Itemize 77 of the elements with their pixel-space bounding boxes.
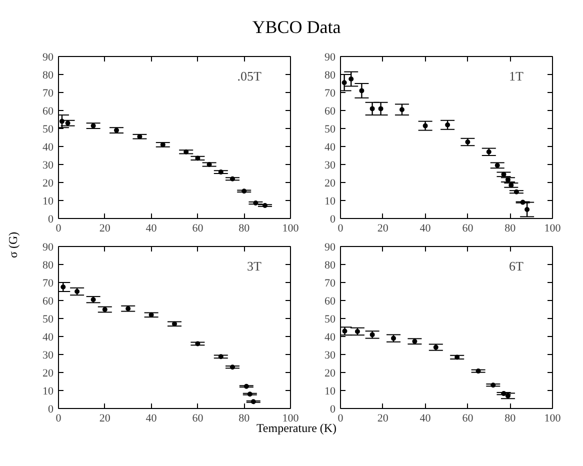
- annotation: 1T: [509, 68, 524, 84]
- y-tick-label: 20: [42, 178, 54, 190]
- y-tick-label: 60: [324, 106, 336, 118]
- y-tick-label: 80: [324, 260, 336, 272]
- y-tick-label: 80: [42, 70, 54, 82]
- y-tick-label: 10: [42, 386, 54, 398]
- x-tick-label: 20: [377, 412, 389, 424]
- y-tick-label: 60: [42, 296, 54, 308]
- point: [342, 80, 347, 86]
- y-tick-label: 40: [324, 332, 336, 344]
- y-axis-title: σ (G): [5, 232, 21, 258]
- x-tick-label: 60: [192, 412, 204, 424]
- y-tick-label: 40: [324, 142, 336, 154]
- x-tick-label: 80: [504, 222, 516, 234]
- y-tick-label: 90: [324, 52, 336, 64]
- y-tick-label: 80: [324, 70, 336, 82]
- x-tick-label: 20: [99, 222, 111, 234]
- x-tick-label: 80: [504, 412, 516, 424]
- chart-title: YBCO Data: [252, 16, 341, 39]
- y-tick-label: 10: [324, 196, 336, 208]
- y-tick-label: 60: [42, 106, 54, 118]
- y-tick-label: 20: [324, 178, 336, 190]
- y-tick-label: 70: [42, 88, 54, 100]
- x-tick-label: 0: [56, 412, 62, 424]
- x-tick-label: 0: [338, 412, 344, 424]
- y-tick-label: 90: [42, 52, 54, 64]
- y-tick-label: 40: [42, 142, 54, 154]
- y-tick-label: 50: [42, 124, 54, 136]
- x-tick-label: 40: [146, 412, 158, 424]
- y-tick-label: 70: [324, 88, 336, 100]
- y-tick-label: 90: [324, 242, 336, 254]
- point: [399, 107, 404, 112]
- y-tick-label: 60: [324, 296, 336, 308]
- x-tick-label: 100: [544, 412, 562, 424]
- y-tick-label: 90: [42, 242, 54, 254]
- x-tick-label: 0: [338, 222, 344, 234]
- point: [59, 118, 64, 124]
- y-tick-label: 70: [324, 278, 336, 290]
- y-tick-label: 50: [324, 124, 336, 136]
- y-tick-label: 10: [324, 386, 336, 398]
- y-tick-label: 0: [330, 214, 336, 226]
- x-tick-label: 60: [192, 222, 204, 234]
- point: [359, 88, 364, 94]
- x-tick-label: 40: [420, 222, 432, 234]
- x-tick-label: 20: [99, 412, 111, 424]
- y-tick-label: 30: [324, 350, 336, 362]
- y-tick-label: 30: [42, 160, 54, 172]
- y-tick-label: 30: [42, 350, 54, 362]
- point: [524, 207, 530, 212]
- x-tick-label: 100: [544, 222, 562, 234]
- y-tick-label: 20: [42, 368, 54, 380]
- y-tick-label: 0: [330, 404, 336, 416]
- point: [378, 106, 384, 112]
- x-tick-label: 40: [420, 412, 432, 424]
- y-tick-label: 50: [324, 314, 336, 326]
- x-tick-label: 60: [462, 222, 474, 234]
- y-tick-label: 0: [48, 214, 54, 226]
- annotation: 6T: [509, 258, 524, 274]
- y-tick-label: 50: [42, 314, 54, 326]
- annotation: .05T: [237, 68, 262, 84]
- y-tick-label: 20: [324, 368, 336, 380]
- x-tick-label: 20: [377, 222, 389, 234]
- x-tick-label: 40: [146, 222, 158, 234]
- x-tick-label: 60: [462, 412, 474, 424]
- y-tick-label: 30: [324, 160, 336, 172]
- annotation: 3T: [247, 258, 262, 274]
- y-tick-label: 10: [42, 196, 54, 208]
- x-tick-label: 0: [56, 222, 62, 234]
- y-tick-label: 0: [48, 404, 54, 416]
- y-tick-label: 40: [42, 332, 54, 344]
- y-tick-label: 70: [42, 278, 54, 290]
- point: [370, 106, 375, 112]
- y-tick-label: 80: [42, 260, 54, 272]
- point: [348, 76, 354, 82]
- x-tick-label: 80: [238, 412, 250, 424]
- x-tick-label: 80: [238, 222, 250, 234]
- x-tick-label: 100: [282, 222, 300, 234]
